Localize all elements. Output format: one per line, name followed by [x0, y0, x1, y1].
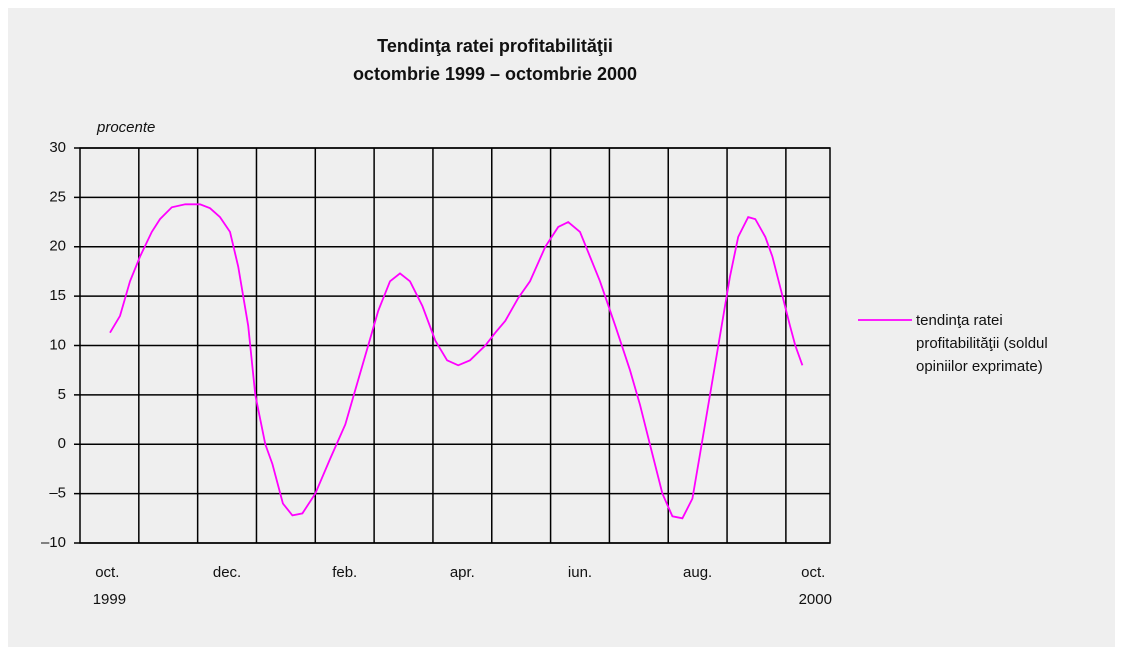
- y-tick-label: 30: [49, 139, 66, 156]
- y-axis-label: procente: [96, 119, 155, 136]
- y-tick-label: –5: [49, 485, 66, 502]
- y-tick-label: 15: [49, 287, 66, 304]
- y-tick-label: 5: [58, 386, 66, 403]
- plot-frame: [79, 147, 831, 544]
- x-tick-label-line: 1999: [93, 591, 126, 608]
- legend-label: tendinţa ratei profitabilităţii (soldul …: [916, 312, 1048, 375]
- series-line: [109, 203, 804, 520]
- x-tick-label: iun.: [568, 564, 592, 581]
- x-tick-label: oct. 2000: [799, 564, 832, 608]
- x-tick-label: aug.: [683, 564, 712, 581]
- x-tick-label-line: 2000: [799, 591, 832, 608]
- chart-title: Tendinţa ratei profitabilităţii: [377, 36, 613, 56]
- x-tick-label-line: oct.: [801, 564, 829, 581]
- y-tick-label: 0: [58, 435, 66, 452]
- y-tick-label: 20: [49, 238, 66, 255]
- chart-subtitle: octombrie 1999 – octombrie 2000: [353, 64, 637, 84]
- y-tick-label: –10: [41, 534, 66, 551]
- x-tick-label: oct. 1999: [93, 564, 126, 608]
- background: [8, 8, 1115, 647]
- x-tick-label: dec.: [213, 564, 241, 581]
- x-tick-label: apr.: [450, 564, 475, 581]
- x-tick-label-line: oct.: [95, 564, 123, 581]
- y-tick-label: 25: [49, 188, 66, 205]
- y-tick-label: 10: [49, 336, 66, 353]
- x-tick-label: feb.: [332, 564, 357, 581]
